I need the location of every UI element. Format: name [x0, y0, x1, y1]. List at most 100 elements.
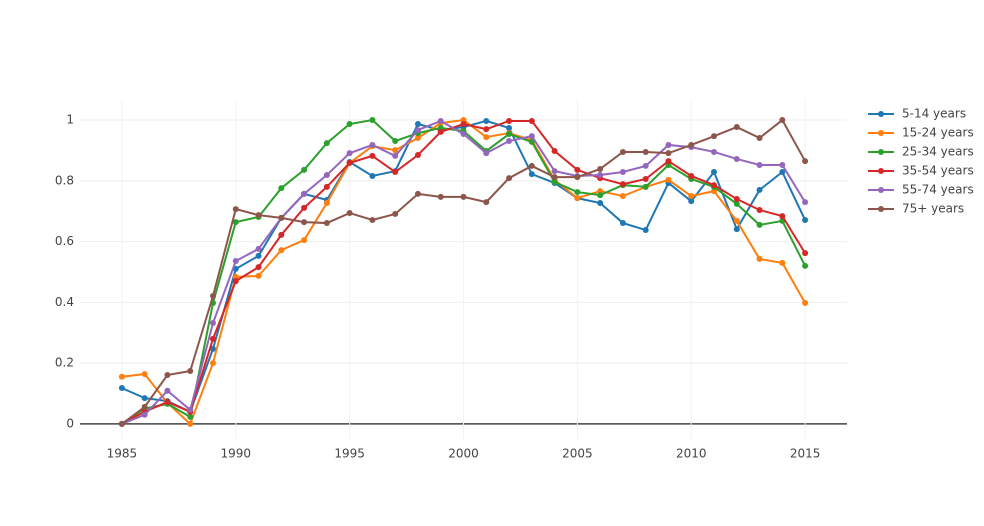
point [255, 245, 262, 252]
point [255, 252, 262, 259]
point [779, 169, 786, 176]
point [209, 360, 216, 367]
legend-marker [878, 168, 884, 174]
legend-label: 5-14 years [902, 107, 966, 121]
point [460, 121, 467, 128]
point [483, 117, 490, 124]
point [665, 158, 672, 165]
legend-label: 55-74 years [902, 183, 974, 197]
point [483, 134, 490, 141]
point [506, 175, 513, 182]
point [528, 133, 535, 140]
legend: 5-14 years 15-24 years 25-34 years 35-54 ye… [868, 107, 974, 216]
point [802, 199, 809, 206]
point [437, 193, 444, 200]
legend-label: 15-24 years [902, 126, 974, 140]
point [209, 345, 216, 352]
point [551, 174, 558, 181]
point [301, 190, 308, 197]
x-tick-label: 2010 [676, 447, 707, 461]
point [779, 162, 786, 169]
point [756, 162, 763, 169]
x-tick-label: 2005 [562, 447, 593, 461]
point [164, 387, 171, 394]
point [619, 181, 626, 188]
y-tick-label: 0.6 [55, 234, 74, 248]
point [460, 131, 467, 138]
point [688, 198, 695, 205]
point [278, 185, 285, 192]
point [665, 150, 672, 157]
point [642, 148, 649, 155]
point [323, 200, 330, 207]
legend-label: 25-34 years [902, 145, 974, 159]
point [597, 172, 604, 179]
point [642, 175, 649, 182]
x-tick-label: 1995 [334, 447, 365, 461]
point [574, 174, 581, 181]
point [642, 183, 649, 190]
point [460, 193, 467, 200]
point [711, 133, 718, 140]
point [187, 420, 194, 427]
point [232, 206, 239, 213]
plot-area [118, 117, 809, 427]
point [118, 385, 125, 392]
point [232, 278, 239, 285]
point [392, 210, 399, 217]
point [301, 166, 308, 173]
y-tick-label: 0 [66, 416, 74, 430]
point [597, 165, 604, 172]
point [392, 152, 399, 159]
point [506, 131, 513, 138]
point [711, 182, 718, 189]
y-tick-label: 0.4 [55, 295, 74, 309]
point [688, 193, 695, 200]
point [392, 169, 399, 176]
point [756, 206, 763, 213]
point [802, 250, 809, 257]
point [665, 141, 672, 148]
point [346, 121, 353, 128]
point [437, 128, 444, 135]
point [619, 148, 626, 155]
point [141, 403, 148, 410]
point [164, 371, 171, 378]
point [483, 126, 490, 133]
point [711, 169, 718, 176]
point [619, 169, 626, 176]
point [232, 219, 239, 226]
point [506, 124, 513, 131]
legend-marker [878, 111, 884, 117]
point [278, 214, 285, 221]
x-tick-label: 2000 [448, 447, 479, 461]
point [688, 172, 695, 179]
legend-marker [878, 187, 884, 193]
point [597, 192, 604, 199]
point [301, 204, 308, 211]
legend-marker [878, 149, 884, 155]
point [346, 159, 353, 166]
point [802, 217, 809, 224]
point [278, 247, 285, 254]
point [802, 299, 809, 306]
point [528, 162, 535, 169]
point [141, 411, 148, 418]
point [733, 124, 740, 131]
point [255, 272, 262, 279]
legend-marker [878, 130, 884, 136]
x-tick-label: 1990 [220, 447, 251, 461]
legend-label: 75+ years [902, 202, 964, 216]
point [528, 117, 535, 124]
point [346, 150, 353, 157]
point [437, 117, 444, 124]
point [733, 217, 740, 224]
point [141, 371, 148, 378]
y-tick-label: 0.2 [55, 356, 74, 370]
y-tick-label: 1 [66, 113, 74, 127]
point [164, 399, 171, 406]
point [597, 200, 604, 207]
point [642, 162, 649, 169]
point [802, 158, 809, 165]
point [551, 148, 558, 155]
